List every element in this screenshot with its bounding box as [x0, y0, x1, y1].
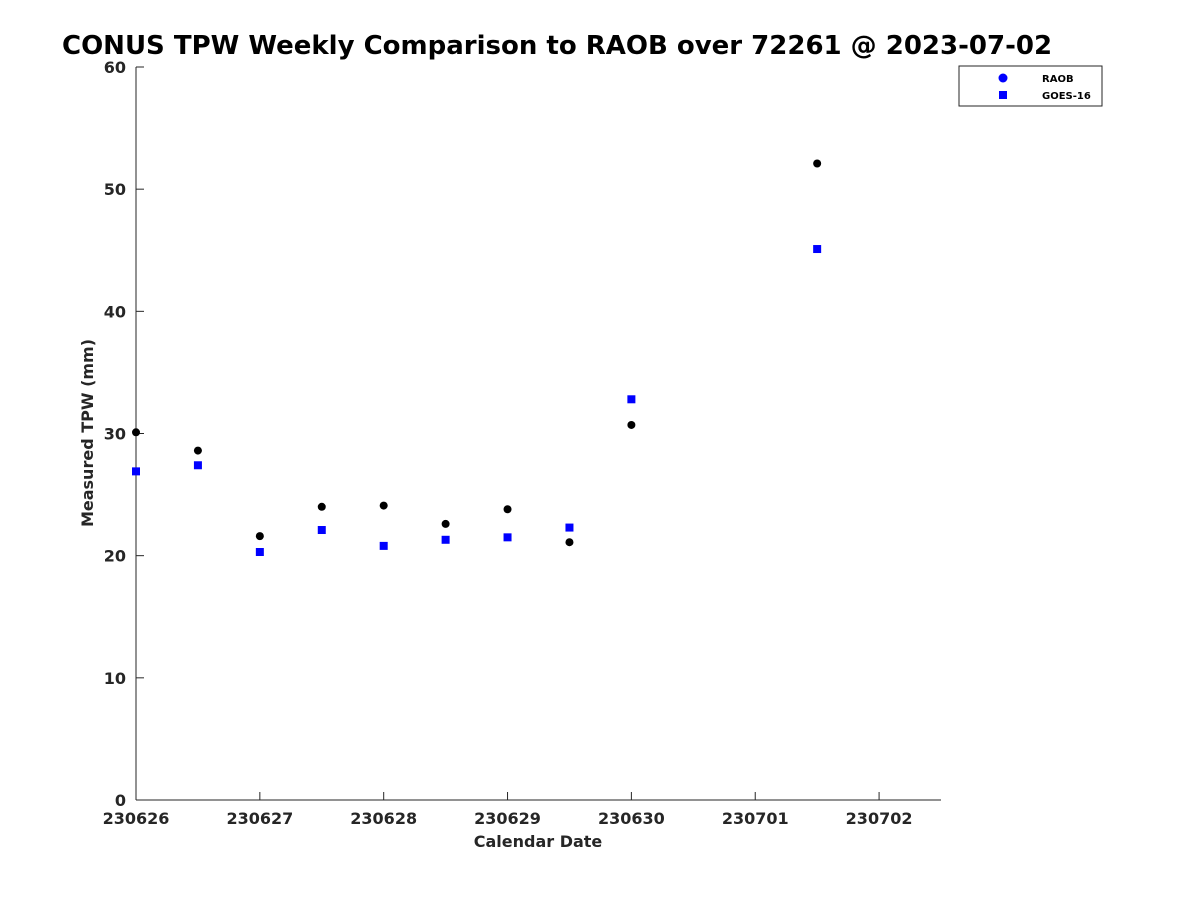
goes-16-point: [441, 535, 450, 544]
raob-point: [503, 505, 512, 514]
x-tick-label: 230629: [474, 809, 541, 828]
goes-16-point: [317, 526, 326, 535]
y-tick-label: 60: [104, 58, 126, 77]
raob-point: [627, 420, 636, 429]
goes-16-point: [132, 467, 140, 476]
goes-16-point: [813, 245, 822, 254]
legend: RAOB GOES-16: [958, 65, 1103, 107]
goes-16-point: [627, 395, 636, 404]
goes-16-point: [379, 541, 388, 550]
legend-marker-raob: [998, 73, 1008, 83]
x-tick-label: 230628: [350, 809, 417, 828]
legend-label-raob: RAOB: [1042, 74, 1074, 85]
raob-point: [193, 446, 202, 455]
x-tick-label: 230701: [722, 809, 789, 828]
data-marks: [132, 159, 822, 557]
raob-point: [441, 519, 450, 528]
y-tick-label: 20: [104, 547, 126, 566]
y-axis-label: Measured TPW (mm): [78, 339, 97, 527]
raob-point: [317, 502, 326, 511]
y-tick-label: 40: [104, 302, 126, 321]
goes-16-point: [193, 461, 202, 470]
legend-box: [958, 65, 1103, 107]
axes: 0 10 20 30 40 50 60 230626 230627 230628 230629 230…: [103, 58, 941, 828]
x-tick-label: 230630: [598, 809, 665, 828]
x-axis-label: Calendar Date: [474, 832, 603, 851]
x-tick-label: 230702: [846, 809, 913, 828]
goes-16-point: [255, 548, 264, 557]
legend-label-goes-16: GOES-16: [1042, 91, 1091, 102]
y-tick-label: 50: [104, 180, 126, 199]
legend-marker-goes-16: [999, 91, 1007, 99]
raob-point: [379, 501, 388, 510]
chart-title: CONUS TPW Weekly Comparison to RAOB over…: [62, 31, 1052, 61]
goes-16-point: [503, 533, 512, 542]
goes-16-point: [565, 523, 574, 532]
y-tick-label: 0: [115, 791, 126, 810]
raob-point: [132, 428, 140, 437]
x-tick-label: 230626: [103, 809, 170, 828]
raob-point: [255, 532, 264, 541]
raob-point: [813, 159, 822, 168]
raob-point: [565, 538, 574, 547]
y-tick-label: 10: [104, 669, 126, 688]
x-tick-label: 230627: [226, 809, 293, 828]
y-tick-label: 30: [104, 425, 126, 444]
